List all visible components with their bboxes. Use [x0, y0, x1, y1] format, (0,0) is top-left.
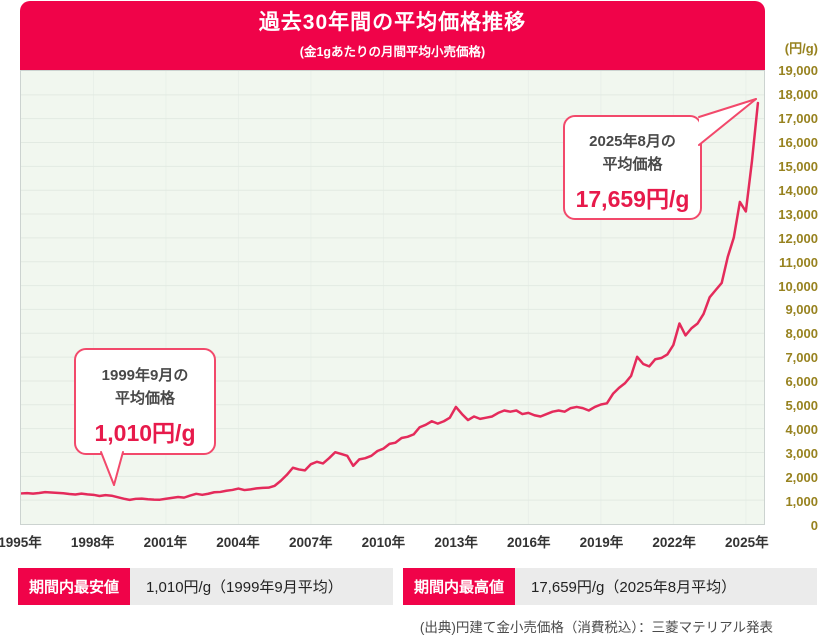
x-tick-label: 2019年	[579, 535, 624, 550]
y-tick-label: 10,000	[778, 278, 818, 294]
y-tick-label: 11,000	[778, 254, 818, 270]
max-price-box: 期間内最高値 17,659円/g（2025年8月平均）	[403, 568, 817, 605]
annotation-min-price: 1999年9月の 平均価格 1,010円/g	[74, 348, 216, 455]
chart-title: 過去30年間の平均価格推移	[258, 11, 527, 35]
summary-row: 期間内最安値 1,010円/g（1999年9月平均） 期間内最高値 17,659…	[0, 568, 821, 605]
y-tick-label: 17,000	[778, 110, 818, 126]
y-tick-label: 16,000	[778, 134, 818, 150]
y-tick-label: 19,000	[778, 63, 818, 78]
chart-subtitle: (金1gあたりの月間平均小売価格)	[299, 44, 486, 59]
min-price-box: 期間内最安値 1,010円/g（1999年9月平均）	[18, 568, 393, 605]
annotation-max-line2: 平均価格	[602, 156, 663, 174]
y-tick-label: 6,000	[785, 374, 818, 390]
y-tick-label: 14,000	[778, 182, 818, 198]
chart-header: 過去30年間の平均価格推移 (金1gあたりの月間平均小売価格)	[20, 1, 765, 70]
x-tick-label: 2010年	[361, 535, 406, 550]
y-axis-unit-label: (円/g)	[784, 41, 818, 56]
x-tick-label: 1995年	[0, 535, 42, 550]
x-tick-label: 2025年	[725, 535, 769, 550]
x-tick-label: 2022年	[652, 535, 696, 550]
x-tick-label: 1998年	[70, 535, 115, 550]
annotation-min-line2: 平均価格	[114, 390, 175, 408]
annotation-max-line1: 2025年8月の	[589, 133, 676, 150]
max-price-value: 17,659円/g（2025年8月平均）	[515, 568, 817, 605]
y-tick-label: 15,000	[778, 158, 818, 174]
y-tick-label: 4,000	[785, 422, 818, 438]
annotation-max-price: 2025年8月の 平均価格 17,659円/g	[563, 115, 702, 220]
y-tick-label: 0	[810, 518, 818, 533]
min-price-label: 期間内最安値	[18, 568, 130, 605]
x-tick-label: 2007年	[288, 535, 333, 550]
y-tick-label: 9,000	[785, 302, 818, 318]
source-note: (出典)円建て金小売価格（消費税込）：三菱マテリアル発表	[419, 620, 773, 635]
annotation-min-line1: 1999年9月の	[101, 367, 189, 384]
gold-price-line	[21, 101, 760, 502]
y-tick-label: 2,000	[785, 470, 818, 486]
x-tick-label: 2016年	[506, 535, 551, 550]
x-tick-label: 2004年	[216, 535, 260, 550]
y-tick-label: 18,000	[778, 86, 818, 102]
y-tick-label: 3,000	[785, 446, 818, 462]
annotation-min-value: 1,010円/g	[94, 419, 196, 446]
y-tick-label: 1,000	[785, 494, 818, 510]
annotation-max-value: 17,659円/g	[575, 185, 690, 212]
min-price-value: 1,010円/g（1999年9月平均）	[130, 568, 393, 605]
y-tick-label: 12,000	[778, 230, 818, 246]
x-tick-label: 2001年	[143, 535, 188, 550]
max-price-label: 期間内最高値	[403, 568, 515, 605]
y-tick-label: 13,000	[778, 206, 818, 222]
y-tick-label: 8,000	[785, 326, 818, 342]
y-tick-label: 5,000	[785, 398, 818, 414]
x-tick-label: 2013年	[434, 535, 478, 550]
y-tick-label: 7,000	[785, 350, 818, 366]
